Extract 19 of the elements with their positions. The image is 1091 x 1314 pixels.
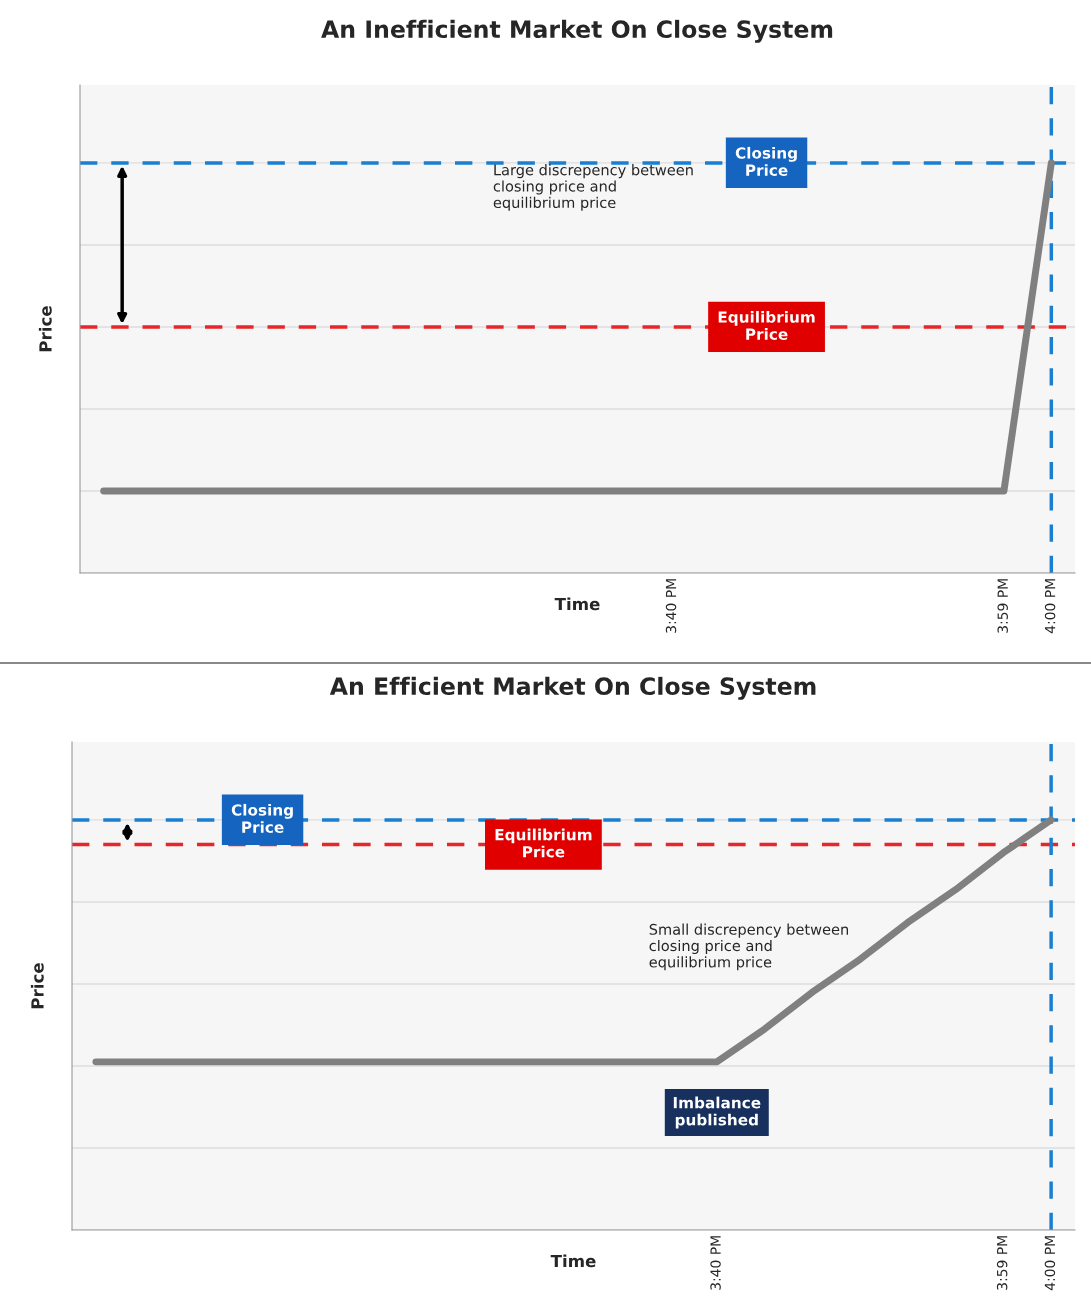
annotation: Small discrepency between closing price and equilibrium price [649,923,849,971]
ref-line-label: Equilibrium Price [718,311,815,340]
x-tick-label: 3:40 PM [665,579,677,633]
y-axis-title: Price [38,306,52,352]
x-tick-label: 3:59 PM [996,1236,1008,1290]
annotation: Imbalance published [673,1096,761,1129]
ref-line-label: Closing Price [735,146,797,176]
chart-title: An Inefficient Market On Close System [321,19,833,43]
x-tick-label: 4:00 PM [1044,579,1056,634]
chart-title: An Efficient Market On Close System [329,676,816,700]
annotation: Large discrepency between closing price and equilibrium price [493,164,693,211]
x-axis-title: Time [554,597,600,611]
x-tick-label: 3:59 PM [997,579,1008,633]
x-tick-label: 4:00 PM [1044,1236,1056,1291]
x-tick-label: 3:40 PM [710,1236,721,1290]
x-axis-title: Time [550,1254,596,1268]
ref-line-label: Closing Price [231,803,293,833]
ref-line-label: Equilibrium Price [495,828,592,858]
y-axis-title: Price [30,963,44,1009]
